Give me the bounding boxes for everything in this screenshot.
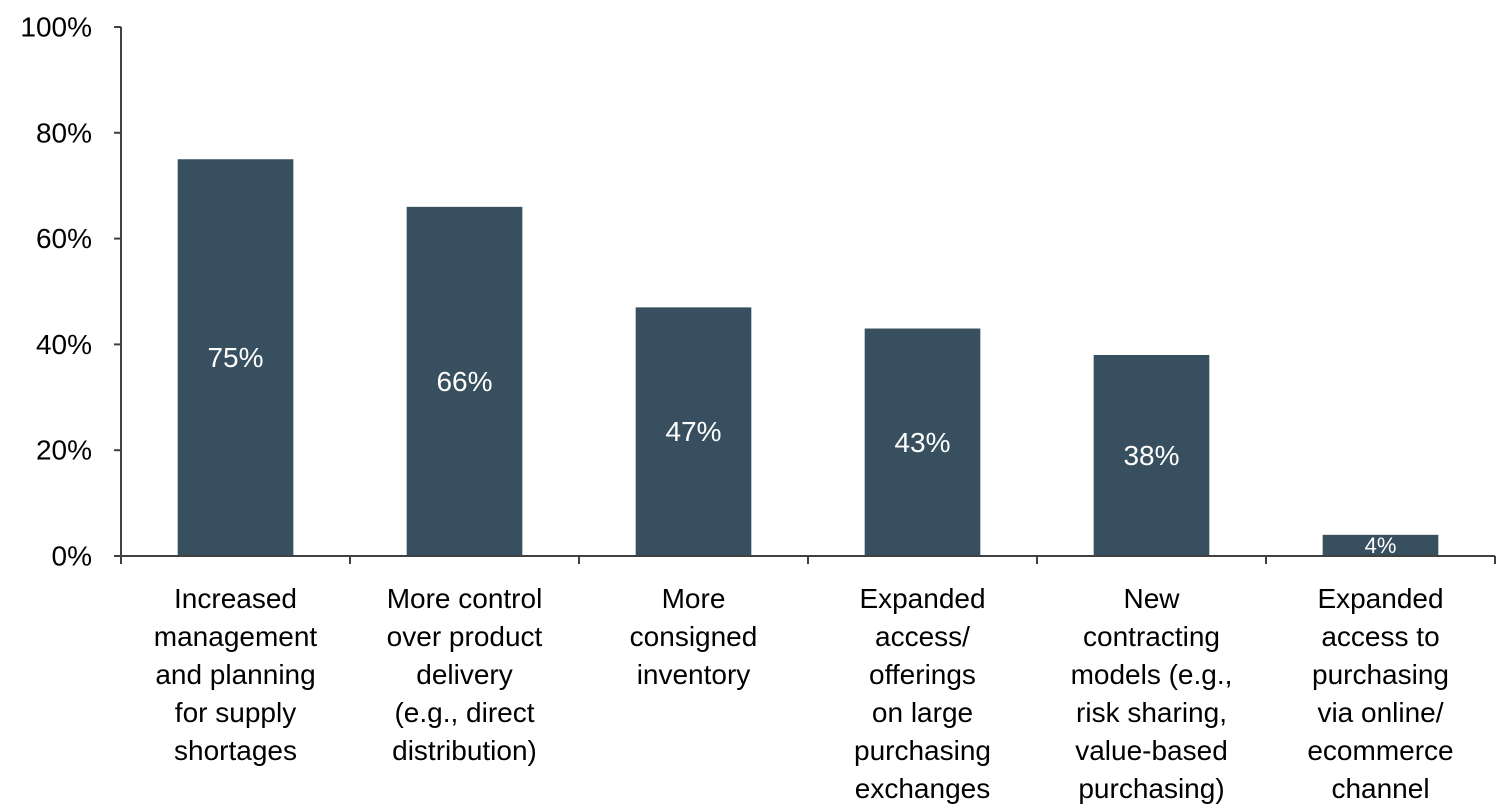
y-axis-ticks: 0% 20% 40% 60% 80% 100% bbox=[20, 12, 121, 572]
x-category-label-line: distribution) bbox=[392, 735, 537, 766]
x-category-label: Expanded access to purchasing via online/ec… bbox=[1307, 583, 1453, 804]
x-axis-ticks bbox=[120, 556, 1496, 564]
x-category-label-line: offerings bbox=[869, 659, 976, 690]
bar-value-label: 75% bbox=[207, 342, 263, 373]
x-category-label: New contracting models (e.g., risk sharing,… bbox=[1071, 583, 1233, 804]
x-category-label-line: and planning bbox=[155, 659, 315, 690]
bar bbox=[1093, 354, 1210, 556]
x-category-label-line: models (e.g., bbox=[1071, 659, 1233, 690]
bars bbox=[177, 159, 1439, 557]
y-tick-label: 20% bbox=[36, 435, 92, 466]
bar bbox=[177, 159, 294, 556]
x-category-label: Increased management and planning for suppl… bbox=[154, 583, 318, 766]
bar bbox=[406, 206, 523, 557]
x-category-label-line: management bbox=[154, 621, 318, 652]
x-category-label-line: channel bbox=[1331, 773, 1429, 804]
bar-value-label: 66% bbox=[436, 366, 492, 397]
data-labels: 75% 66% 47% 43% 38% 4% bbox=[207, 342, 1396, 558]
y-tick-label: 100% bbox=[20, 12, 92, 43]
x-category-label-line: access to bbox=[1321, 621, 1439, 652]
y-tick-label: 80% bbox=[36, 117, 92, 148]
x-category-label-line: consigned bbox=[630, 621, 758, 652]
x-category-label-line: New bbox=[1123, 583, 1180, 614]
bar bbox=[864, 328, 981, 556]
category-labels: Increased management and planning for suppl… bbox=[154, 583, 1454, 804]
bar-value-label: 47% bbox=[665, 416, 721, 447]
x-category-label-line: (e.g., direct bbox=[394, 697, 534, 728]
x-category-label: More control over product delivery (e.g., d… bbox=[387, 583, 543, 766]
x-category-label-line: purchasing) bbox=[1078, 773, 1224, 804]
x-category-label-line: More control bbox=[387, 583, 543, 614]
bar-value-label: 43% bbox=[894, 427, 950, 458]
x-category-label-line: Expanded bbox=[1317, 583, 1443, 614]
x-category-label-line: via online/ bbox=[1317, 697, 1443, 728]
y-tick-label: 60% bbox=[36, 223, 92, 254]
x-category-label-line: purchasing bbox=[1312, 659, 1449, 690]
x-category-label-line: More bbox=[662, 583, 726, 614]
x-category-label: More consigned inventory bbox=[630, 583, 758, 690]
bar bbox=[635, 307, 752, 556]
bar bbox=[1322, 534, 1439, 556]
x-category-label-line: inventory bbox=[637, 659, 751, 690]
x-category-label-line: risk sharing, bbox=[1076, 697, 1227, 728]
x-category-label: Expanded access/offerings on large purchasi… bbox=[854, 583, 991, 804]
x-category-label-line: ecommerce bbox=[1307, 735, 1453, 766]
x-category-label-line: for supply bbox=[175, 697, 296, 728]
y-tick-label: 0% bbox=[52, 541, 92, 572]
bar-value-label: 4% bbox=[1365, 533, 1397, 558]
x-category-label-line: Increased bbox=[174, 583, 297, 614]
x-category-label-line: purchasing bbox=[854, 735, 991, 766]
bar-value-label: 38% bbox=[1123, 440, 1179, 471]
x-category-label-line: shortages bbox=[174, 735, 297, 766]
y-tick-label: 40% bbox=[36, 329, 92, 360]
x-category-label-line: Expanded bbox=[859, 583, 985, 614]
x-category-label-line: delivery bbox=[416, 659, 512, 690]
x-category-label-line: contracting bbox=[1083, 621, 1220, 652]
x-category-label-line: on large bbox=[872, 697, 973, 728]
x-category-label-line: value-based bbox=[1075, 735, 1228, 766]
x-category-label-line: access/ bbox=[875, 621, 970, 652]
x-category-label-line: over product bbox=[387, 621, 543, 652]
x-category-label-line: exchanges bbox=[855, 773, 990, 804]
